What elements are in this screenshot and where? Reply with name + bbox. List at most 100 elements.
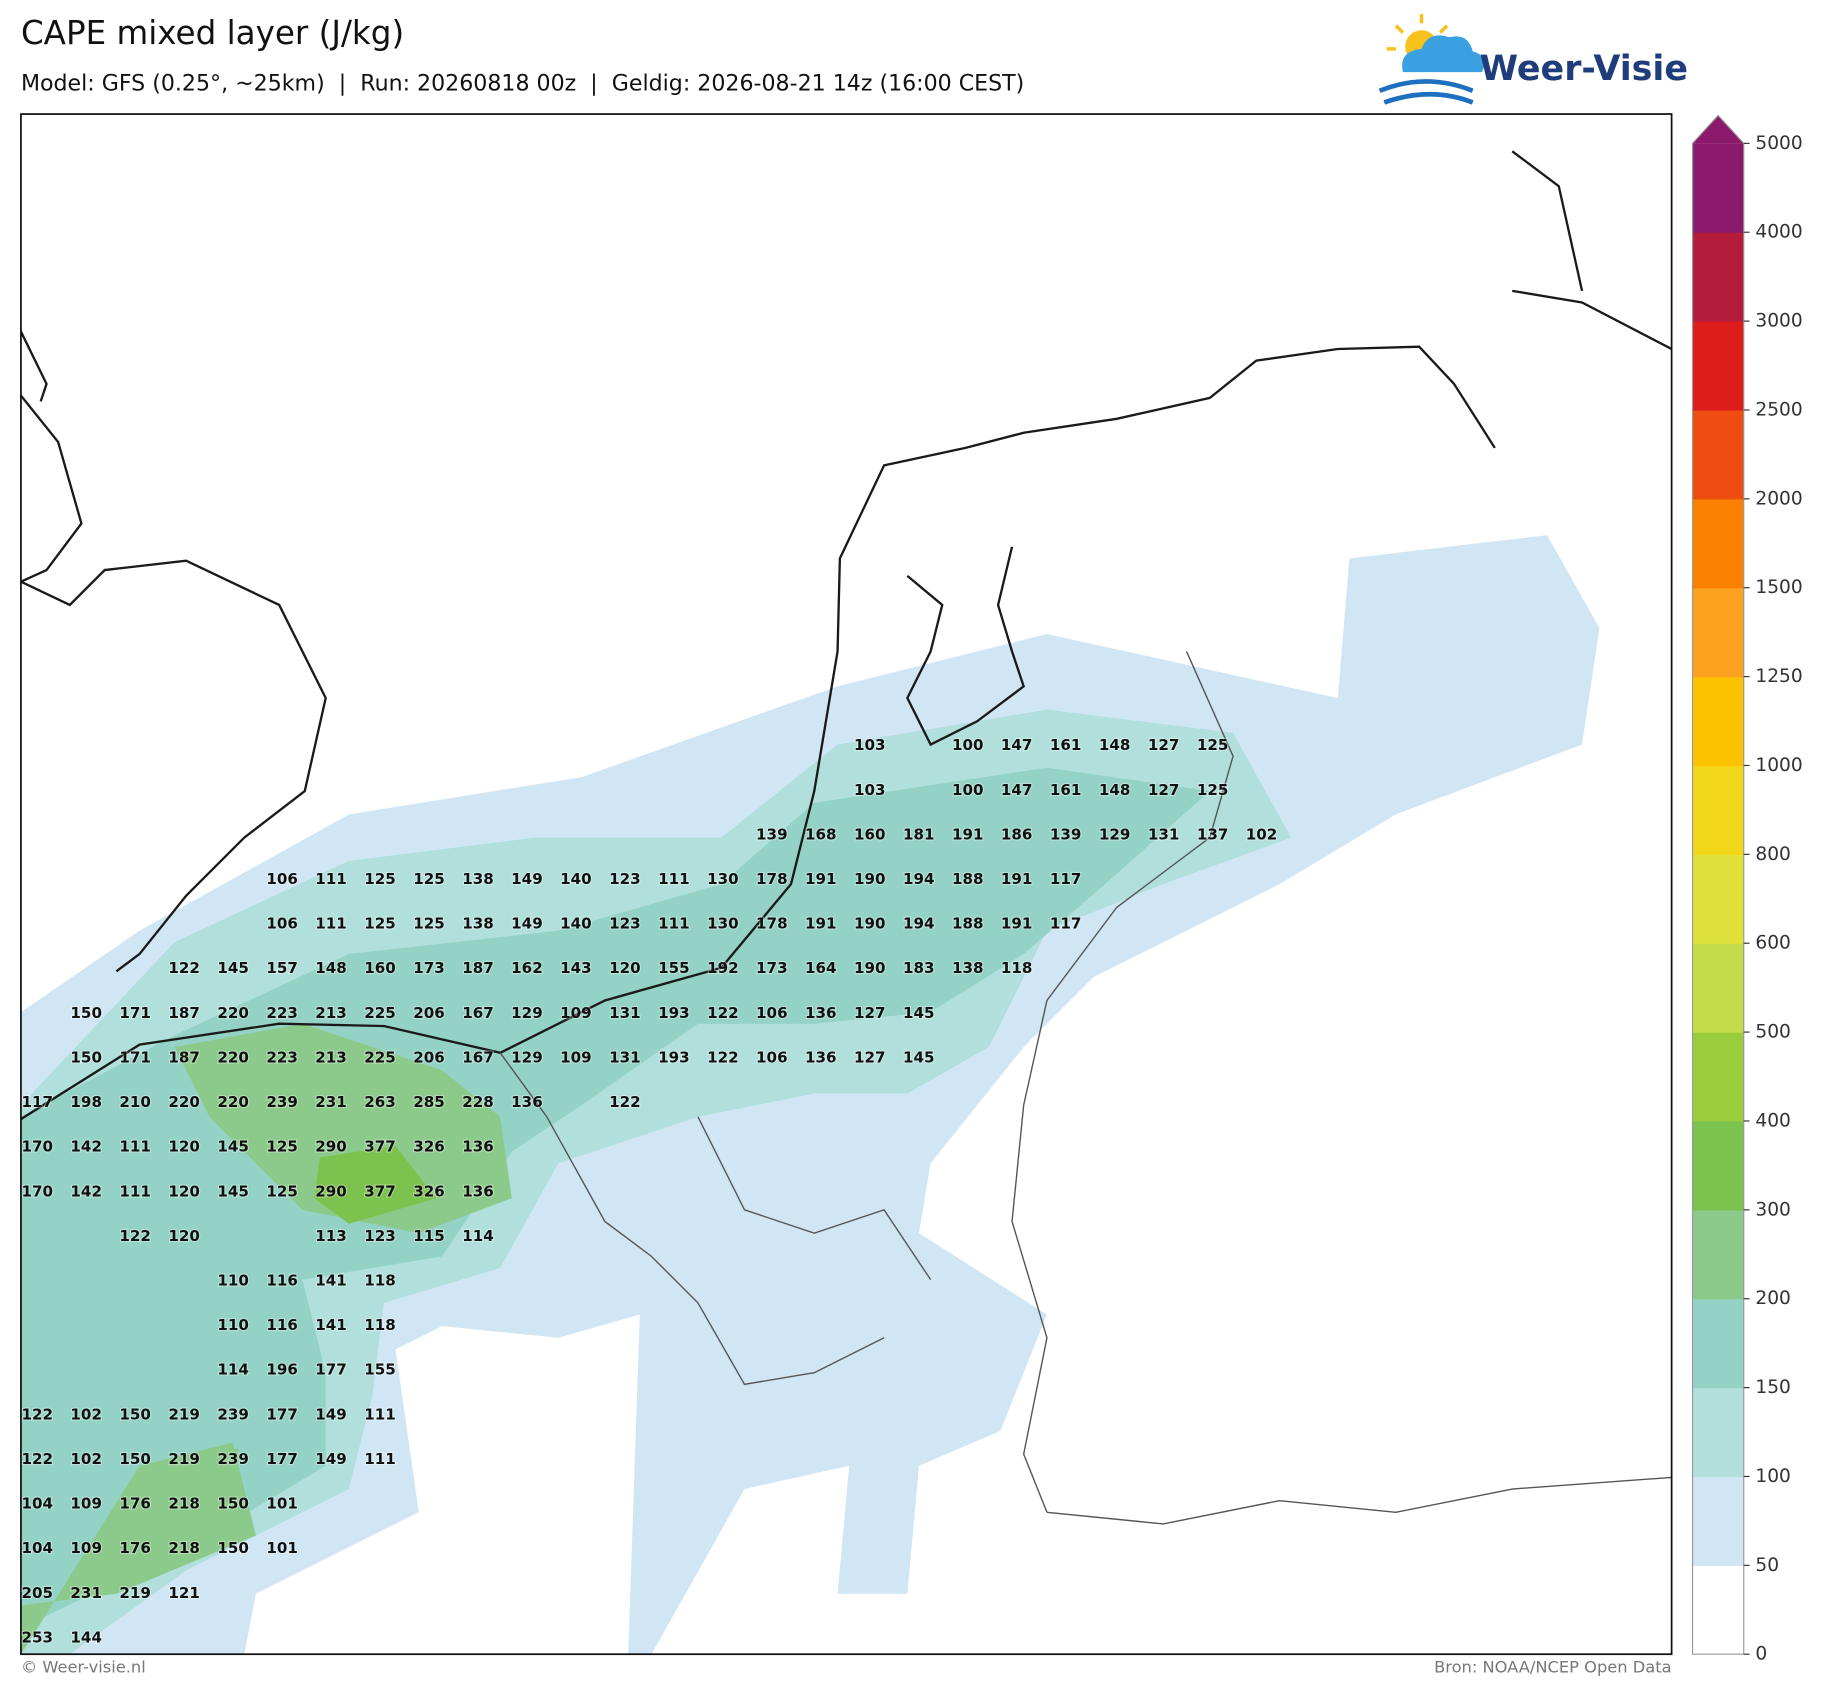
logo-rays — [1386, 13, 1449, 51]
value-label: 125 — [364, 870, 396, 888]
value-label: 127 — [854, 1048, 886, 1066]
value-label: 196 — [266, 1361, 298, 1379]
value-label: 106 — [266, 915, 298, 933]
value-label: 148 — [1099, 736, 1131, 754]
value-labels: 103 100 147 161 148 127 125 103 100 147 161 148 127 1… — [20, 735, 1278, 1648]
value-label: 125 — [266, 1182, 298, 1200]
value-label: 192 — [707, 959, 739, 977]
value-label: 176 — [119, 1495, 151, 1513]
coastlines — [20, 150, 1672, 1121]
value-label: 164 — [805, 959, 837, 977]
value-label: 239 — [217, 1450, 249, 1468]
value-label: 194 — [903, 870, 935, 888]
value-label: 149 — [511, 870, 543, 888]
colorbar-segment — [1692, 943, 1744, 1033]
value-label: 198 — [70, 1093, 102, 1111]
value-label: 125 — [364, 915, 396, 933]
value-label: 125 — [1197, 781, 1229, 799]
value-label: 150 — [217, 1539, 249, 1557]
colorbar-outline — [1691, 114, 1745, 1655]
value-label: 193 — [658, 1004, 690, 1022]
footer-right: Bron: NOAA/NCEP Open Data — [1434, 1658, 1672, 1677]
logo-text: Weer-Visie — [1480, 49, 1688, 89]
value-label: 187 — [168, 1048, 200, 1066]
value-label: 150 — [119, 1450, 151, 1468]
value-label: 122 — [21, 1450, 53, 1468]
subtitle: Model: GFS (0.25°, ~25km) | Run: 2026081… — [21, 70, 1024, 96]
colorbar-tick-label: 500 — [1755, 1022, 1791, 1043]
colorbar-segment — [1692, 765, 1744, 855]
value-label: 219 — [168, 1450, 200, 1468]
value-label: 178 — [756, 870, 788, 888]
value-label: 145 — [903, 1004, 935, 1022]
value-label: 102 — [1246, 825, 1278, 843]
colorbar-segment — [1692, 1387, 1744, 1478]
colorbar-tick-label: 100 — [1755, 1466, 1791, 1487]
borders — [499, 651, 1672, 1525]
value-label: 136 — [805, 1004, 837, 1022]
value-label: 219 — [168, 1405, 200, 1423]
value-label: 145 — [217, 1138, 249, 1156]
value-label: 104 — [21, 1539, 53, 1557]
value-label: 228 — [462, 1093, 494, 1111]
colorbar-tick-label: 0 — [1755, 1644, 1767, 1665]
value-label: 171 — [119, 1048, 151, 1066]
value-label: 145 — [217, 1182, 249, 1200]
value-label: 377 — [364, 1182, 396, 1200]
value-label: 160 — [364, 959, 396, 977]
value-label: 177 — [266, 1450, 298, 1468]
colorbar-tick-label: 2000 — [1755, 488, 1802, 509]
value-label: 220 — [217, 1004, 249, 1022]
value-label: 170 — [21, 1138, 53, 1156]
value-label: 113 — [315, 1227, 347, 1245]
value-label: 109 — [560, 1004, 592, 1022]
value-label: 102 — [70, 1405, 102, 1423]
value-label: 125 — [413, 870, 445, 888]
value-label: 120 — [168, 1227, 200, 1245]
value-label: 168 — [805, 825, 837, 843]
value-label: 136 — [805, 1048, 837, 1066]
map-frame — [20, 113, 1673, 1656]
value-label: 213 — [315, 1048, 347, 1066]
value-label: 111 — [119, 1138, 151, 1156]
value-label: 123 — [609, 915, 641, 933]
value-label: 123 — [364, 1227, 396, 1245]
value-label: 109 — [70, 1539, 102, 1557]
value-label: 225 — [364, 1004, 396, 1022]
value-label: 145 — [217, 959, 249, 977]
value-label: 161 — [1050, 736, 1082, 754]
value-label: 377 — [364, 1138, 396, 1156]
colorbar-segment — [1692, 498, 1744, 589]
value-label: 147 — [1001, 736, 1033, 754]
value-label: 136 — [511, 1093, 543, 1111]
colorbar-tick-label: 3000 — [1755, 311, 1802, 332]
title: CAPE mixed layer (J/kg) — [21, 14, 404, 52]
value-label: 104 — [21, 1495, 53, 1513]
value-label: 181 — [903, 825, 935, 843]
value-label: 131 — [609, 1048, 641, 1066]
value-label: 106 — [266, 870, 298, 888]
value-label: 117 — [21, 1093, 53, 1111]
value-label: 149 — [315, 1405, 347, 1423]
value-label: 191 — [805, 915, 837, 933]
value-label: 190 — [854, 870, 886, 888]
value-label: 263 — [364, 1093, 396, 1111]
value-label: 131 — [1148, 825, 1180, 843]
value-label: 125 — [1197, 736, 1229, 754]
value-label: 290 — [315, 1182, 347, 1200]
value-label: 183 — [903, 959, 935, 977]
value-label: 223 — [266, 1048, 298, 1066]
value-label: 122 — [609, 1093, 641, 1111]
value-label: 127 — [1148, 736, 1180, 754]
value-label: 117 — [1050, 870, 1082, 888]
footer-left: © Weer-visie.nl — [21, 1658, 146, 1677]
value-label: 326 — [413, 1138, 445, 1156]
value-label: 150 — [217, 1495, 249, 1513]
map-content — [20, 114, 1672, 1655]
value-label: 114 — [462, 1227, 494, 1245]
value-label: 122 — [707, 1004, 739, 1022]
value-label: 160 — [854, 825, 886, 843]
value-label: 148 — [315, 959, 347, 977]
